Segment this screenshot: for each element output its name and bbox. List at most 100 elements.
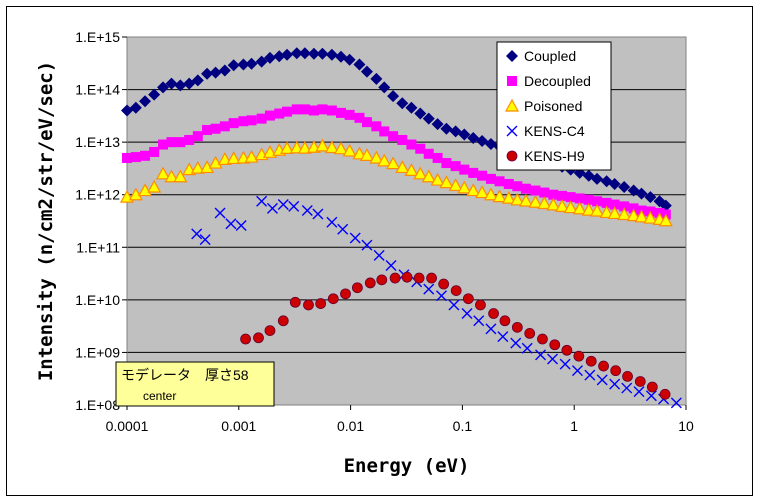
y-tick-label: 1.E+11: [76, 239, 120, 255]
data-point-kens-h9: [488, 308, 499, 319]
data-point-poisoned: [528, 194, 543, 208]
data-point-poisoned: [617, 207, 632, 221]
data-point-poisoned: [244, 149, 259, 163]
data-point-poisoned: [369, 150, 384, 164]
y-tick-label: 1.E+08: [75, 397, 120, 413]
data-point-decoupled: [122, 152, 132, 163]
data-point-poisoned: [501, 190, 516, 204]
data-point-kens-h9: [315, 298, 327, 309]
data-point-kens-h9: [506, 150, 518, 162]
data-point-decoupled: [308, 105, 319, 116]
data-point-decoupled: [388, 131, 399, 142]
data-point-kens-c4: [191, 228, 203, 240]
data-point-decoupled: [459, 164, 470, 175]
data-point-decoupled: [539, 187, 550, 198]
data-point-decoupled: [291, 104, 302, 115]
data-point-kens-c4: [609, 378, 621, 390]
data-point-kens-c4: [645, 390, 657, 402]
legend-label: KENS-C4: [524, 123, 585, 139]
data-point-decoupled: [166, 137, 177, 148]
data-point-kens-c4: [448, 299, 460, 311]
data-point-kens-c4: [521, 342, 533, 354]
data-point-kens-c4: [256, 195, 268, 207]
data-point-coupled: [378, 81, 391, 94]
data-point-poisoned: [466, 183, 481, 197]
data-point-decoupled: [583, 194, 594, 205]
data-point-decoupled: [256, 113, 267, 124]
data-point-poisoned: [333, 141, 348, 155]
data-point-decoupled: [494, 176, 505, 187]
data-point-kens-c4: [506, 125, 518, 137]
data-point-kens-h9: [511, 321, 523, 333]
data-point-coupled: [148, 88, 161, 101]
series-poisoned: [119, 138, 673, 227]
data-point-poisoned: [173, 169, 188, 183]
data-point-decoupled: [264, 110, 275, 121]
legend-label: KENS-H9: [524, 148, 585, 164]
data-point-coupled: [298, 47, 311, 60]
annotation-box: モデレータ 厚さ58 center: [115, 361, 275, 407]
data-point-poisoned: [164, 169, 179, 183]
data-point-poisoned: [439, 175, 454, 189]
data-point-kens-c4: [670, 397, 682, 409]
data-point-poisoned: [377, 153, 392, 167]
data-point-kens-c4: [326, 216, 338, 228]
data-point-poisoned: [226, 151, 241, 165]
data-point-poisoned: [457, 180, 472, 194]
data-point-kens-c4: [535, 349, 547, 361]
data-point-poisoned: [599, 205, 614, 219]
x-tick-label: 0.0001: [106, 418, 149, 434]
data-point-decoupled: [530, 185, 541, 196]
data-point-decoupled: [397, 134, 408, 145]
annotation-line-1: モデレータ 厚さ58: [121, 367, 249, 383]
x-tick-label: 0.1: [453, 418, 473, 434]
data-point-coupled: [218, 64, 231, 77]
data-point-coupled: [608, 177, 621, 190]
data-point-poisoned: [626, 208, 641, 222]
data-point-coupled: [263, 51, 276, 64]
data-point-decoupled: [210, 123, 221, 134]
data-point-kens-c4: [473, 315, 485, 327]
data-point-decoupled: [202, 125, 213, 136]
legend-label: Coupled: [524, 48, 576, 64]
data-point-kens-h9: [573, 350, 585, 362]
data-point-coupled: [227, 59, 240, 72]
data-point-kens-c4: [266, 202, 278, 214]
x-tick-label: 1: [570, 418, 578, 434]
y-axis-title: Intensity (n/cm2/str/eV/sec): [35, 61, 57, 381]
data-point-decoupled: [130, 152, 141, 163]
data-point-kens-h9: [289, 296, 301, 308]
data-point-poisoned: [297, 140, 312, 154]
data-point-poisoned: [386, 156, 401, 170]
data-point-coupled: [405, 101, 418, 114]
data-point-poisoned: [546, 197, 561, 211]
data-point-coupled: [422, 112, 435, 125]
annotation-box-bg: [115, 361, 275, 407]
data-point-poisoned: [128, 187, 143, 201]
data-point-decoupled: [619, 201, 630, 212]
data-point-decoupled: [354, 112, 365, 123]
data-point-decoupled: [548, 189, 559, 200]
data-point-kens-h9: [659, 388, 671, 400]
data-point-poisoned: [404, 163, 419, 177]
axis-ticks: 1.E+08 1.E+09 1.E+10 1.E+11 1.E+12 1.E+13 1.E+…: [75, 29, 694, 434]
data-point-poisoned: [607, 206, 622, 220]
data-point-decoupled: [361, 117, 372, 128]
data-point-poisoned: [280, 141, 295, 155]
data-point-kens-c4: [349, 232, 361, 244]
data-point-decoupled: [371, 121, 382, 132]
data-point-poisoned: [315, 138, 330, 152]
data-point-decoupled: [628, 203, 639, 214]
data-point-decoupled: [609, 199, 620, 210]
data-point-kens-c4: [596, 374, 608, 386]
x-tick-label: 10: [678, 418, 694, 434]
data-point-kens-h9: [549, 339, 561, 351]
y-tick-label: 1.E+15: [75, 29, 120, 45]
data-point-coupled: [157, 81, 170, 94]
data-point-kens-h9: [438, 278, 450, 290]
data-point-decoupled: [441, 158, 452, 169]
data-point-coupled: [458, 128, 471, 141]
data-point-kens-h9: [499, 315, 511, 327]
data-point-kens-c4: [337, 223, 349, 235]
data-point-kens-h9: [622, 370, 633, 382]
